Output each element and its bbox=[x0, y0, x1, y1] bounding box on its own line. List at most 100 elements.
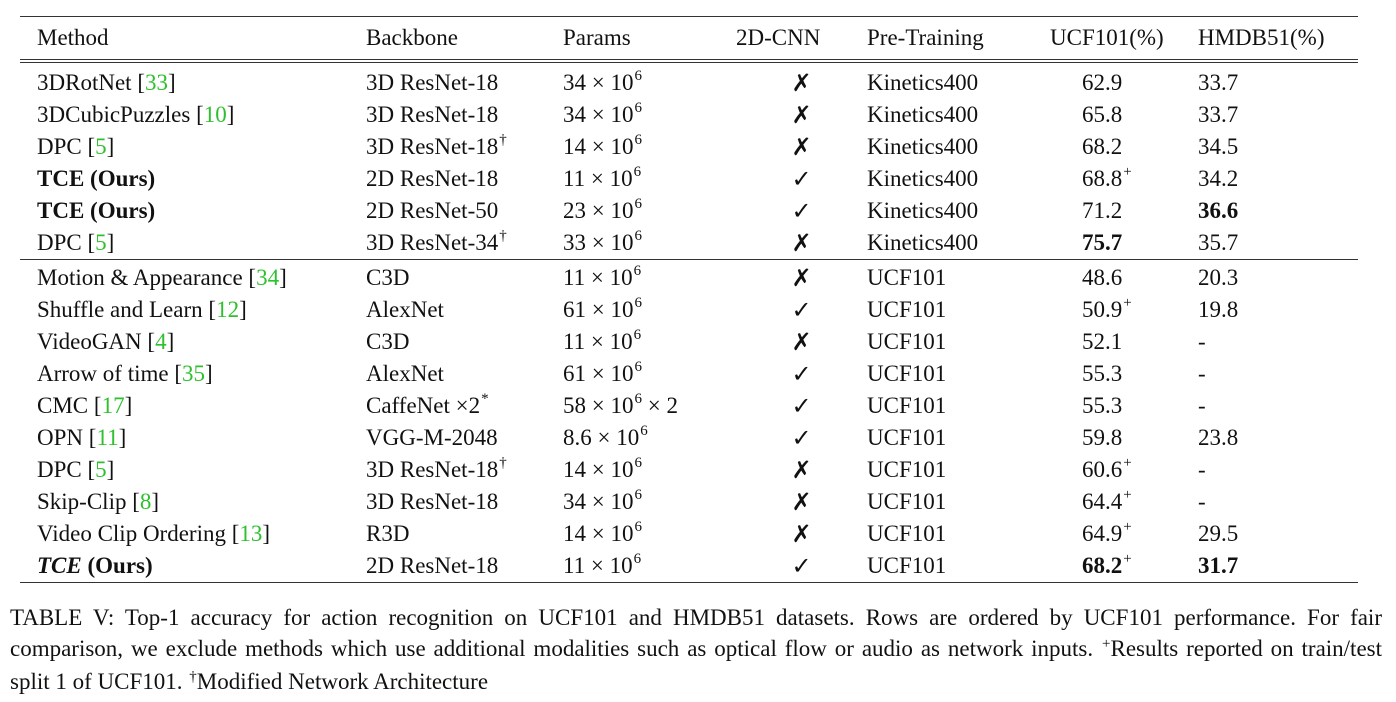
caption-text-1: TABLE V: Top-1 accuracy for action recog… bbox=[10, 605, 1382, 661]
cell-pre-training: Kinetics400 bbox=[867, 131, 1050, 163]
table-row: TCE (Ours) 2D ResNet-18 11 × 106 ✓ Kinetics4… bbox=[20, 163, 1358, 195]
backbone-superscript: † bbox=[499, 228, 507, 244]
cell-ucf101: 50.9+ bbox=[1050, 294, 1198, 326]
cell-ucf101: 64.9+ bbox=[1050, 518, 1198, 550]
cell-hmdb51: 20.3 bbox=[1198, 259, 1358, 294]
params-base: 11 × 10 bbox=[563, 166, 633, 191]
check-icon: ✓ bbox=[791, 165, 812, 193]
backbone-name: AlexNet bbox=[366, 361, 444, 386]
table-row: DPC [5] 3D ResNet-18† 14 × 106 ✗ UCF101 60.6+… bbox=[20, 454, 1358, 486]
header-hmdb51: HMDB51(%) bbox=[1198, 16, 1358, 63]
ucf101-split-superscript: + bbox=[1123, 519, 1132, 535]
ucf101-accuracy: 68.8 bbox=[1082, 166, 1123, 191]
backbone-name: 2D ResNet-18 bbox=[366, 553, 499, 578]
params-exponent: 6 bbox=[634, 391, 642, 407]
citation: [33] bbox=[131, 70, 176, 95]
cell-params: 14 × 106 bbox=[563, 131, 736, 163]
table-header: Method Backbone Params 2D-CNN Pre-Traini… bbox=[20, 16, 1358, 63]
cell-method: Shuffle and Learn [12] bbox=[20, 294, 366, 326]
ucf101-split-superscript: + bbox=[1123, 487, 1132, 503]
cell-pre-training: Kinetics400 bbox=[867, 195, 1050, 227]
cell-method: DPC [5] bbox=[20, 454, 366, 486]
cell-2d-cnn: ✓ bbox=[736, 163, 867, 195]
params-exponent: 6 bbox=[634, 228, 642, 244]
hmdb51-accuracy: 20.3 bbox=[1198, 265, 1239, 290]
citation: [12] bbox=[202, 297, 247, 322]
pretraining-dataset: UCF101 bbox=[867, 489, 947, 514]
cell-params: 11 × 106 bbox=[563, 259, 736, 294]
citation: [34] bbox=[242, 265, 287, 290]
citation-link[interactable]: 12 bbox=[216, 297, 240, 322]
ucf101-accuracy: 52.1 bbox=[1082, 329, 1123, 354]
citation-link[interactable]: 5 bbox=[95, 134, 107, 159]
citation: [13] bbox=[225, 521, 271, 546]
cell-pre-training: Kinetics400 bbox=[867, 163, 1050, 195]
cross-icon: ✗ bbox=[791, 520, 812, 548]
cell-2d-cnn: ✓ bbox=[736, 422, 867, 454]
kinetics-group: 3DRotNet [33] 3D ResNet-18 34 × 106 ✗ Kineti… bbox=[20, 61, 1358, 260]
hmdb51-accuracy: 33.7 bbox=[1198, 102, 1239, 127]
results-table-container: Method Backbone Params 2D-CNN Pre-Traini… bbox=[20, 16, 1358, 583]
cell-pre-training: UCF101 bbox=[867, 518, 1050, 550]
ucf101-accuracy: 68.2 bbox=[1082, 134, 1123, 159]
citation: [5] bbox=[81, 457, 115, 482]
backbone-name: R3D bbox=[366, 521, 410, 546]
method-name: VideoGAN bbox=[37, 329, 142, 354]
table-row: 3DCubicPuzzles [10] 3D ResNet-18 34 × 106 ✗… bbox=[20, 99, 1358, 131]
cell-method: TCE (Ours) bbox=[20, 195, 366, 227]
params-base: 11 × 10 bbox=[563, 265, 633, 290]
citation-link[interactable]: 34 bbox=[256, 265, 280, 290]
cell-method: Arrow of time [35] bbox=[20, 358, 366, 390]
cell-2d-cnn: ✗ bbox=[736, 61, 867, 99]
citation-link[interactable]: 8 bbox=[139, 489, 152, 514]
backbone-name: CaffeNet ×2 bbox=[366, 393, 481, 418]
cell-params: 33 × 106 bbox=[563, 227, 736, 260]
cross-icon: ✗ bbox=[791, 133, 812, 161]
method-name: Skip-Clip bbox=[37, 489, 127, 514]
ucf101-accuracy: 55.3 bbox=[1082, 393, 1123, 418]
cell-pre-training: UCF101 bbox=[867, 259, 1050, 294]
cell-backbone: CaffeNet ×2* bbox=[366, 390, 563, 422]
cell-hmdb51: 33.7 bbox=[1198, 61, 1358, 99]
cell-2d-cnn: ✓ bbox=[736, 294, 867, 326]
pretraining-dataset: Kinetics400 bbox=[867, 102, 979, 127]
citation-link[interactable]: 10 bbox=[203, 102, 227, 127]
citation-link[interactable]: 33 bbox=[144, 70, 168, 95]
hmdb51-accuracy: 31.7 bbox=[1198, 553, 1239, 578]
citation-link[interactable]: 4 bbox=[155, 329, 167, 354]
cell-pre-training: UCF101 bbox=[867, 454, 1050, 486]
citation-link[interactable]: 11 bbox=[96, 425, 119, 450]
hmdb51-accuracy: 33.7 bbox=[1198, 70, 1239, 95]
backbone-superscript: † bbox=[499, 132, 507, 148]
table-row: VideoGAN [4] C3D 11 × 106 ✗ UCF101 52.1- bbox=[20, 326, 1358, 358]
ucf101-accuracy: 48.6 bbox=[1082, 265, 1123, 290]
ucf101-accuracy: 71.2 bbox=[1082, 198, 1123, 223]
hmdb51-accuracy: 36.6 bbox=[1198, 198, 1239, 223]
cell-hmdb51: 35.7 bbox=[1198, 227, 1358, 260]
cell-ucf101: 62.9 bbox=[1050, 61, 1198, 99]
cell-params: 61 × 106 bbox=[563, 358, 736, 390]
citation-link[interactable]: 5 bbox=[95, 457, 107, 482]
cell-method: Video Clip Ordering [13] bbox=[20, 518, 366, 550]
table-row: Skip-Clip [8] 3D ResNet-18 34 × 106 ✗ UCF101… bbox=[20, 486, 1358, 518]
backbone-name: 3D ResNet-18 bbox=[366, 489, 499, 514]
method-name: TCE bbox=[37, 553, 82, 578]
citation-link[interactable]: 17 bbox=[101, 393, 125, 418]
cell-pre-training: UCF101 bbox=[867, 422, 1050, 454]
cell-backbone: C3D bbox=[366, 259, 563, 294]
hmdb51-accuracy: - bbox=[1198, 489, 1206, 514]
cell-params: 23 × 106 bbox=[563, 195, 736, 227]
citation-link[interactable]: 5 bbox=[95, 230, 107, 255]
pretraining-dataset: Kinetics400 bbox=[867, 134, 979, 159]
table-row: TCE (Ours) 2D ResNet-18 11 × 106 ✓ UCF101 68.… bbox=[20, 550, 1358, 583]
params-exponent: 6 bbox=[634, 295, 642, 311]
cell-hmdb51: 31.7 bbox=[1198, 550, 1358, 583]
params-base: 34 × 10 bbox=[563, 70, 634, 95]
hmdb51-accuracy: 29.5 bbox=[1198, 521, 1239, 546]
citation-link[interactable]: 35 bbox=[182, 361, 205, 386]
citation-link[interactable]: 13 bbox=[239, 521, 263, 546]
citation: [8] bbox=[126, 489, 160, 514]
ucf101-accuracy: 60.6 bbox=[1082, 457, 1123, 482]
header-pre-training: Pre-Training bbox=[867, 16, 1050, 63]
header-row: Method Backbone Params 2D-CNN Pre-Traini… bbox=[20, 16, 1358, 63]
